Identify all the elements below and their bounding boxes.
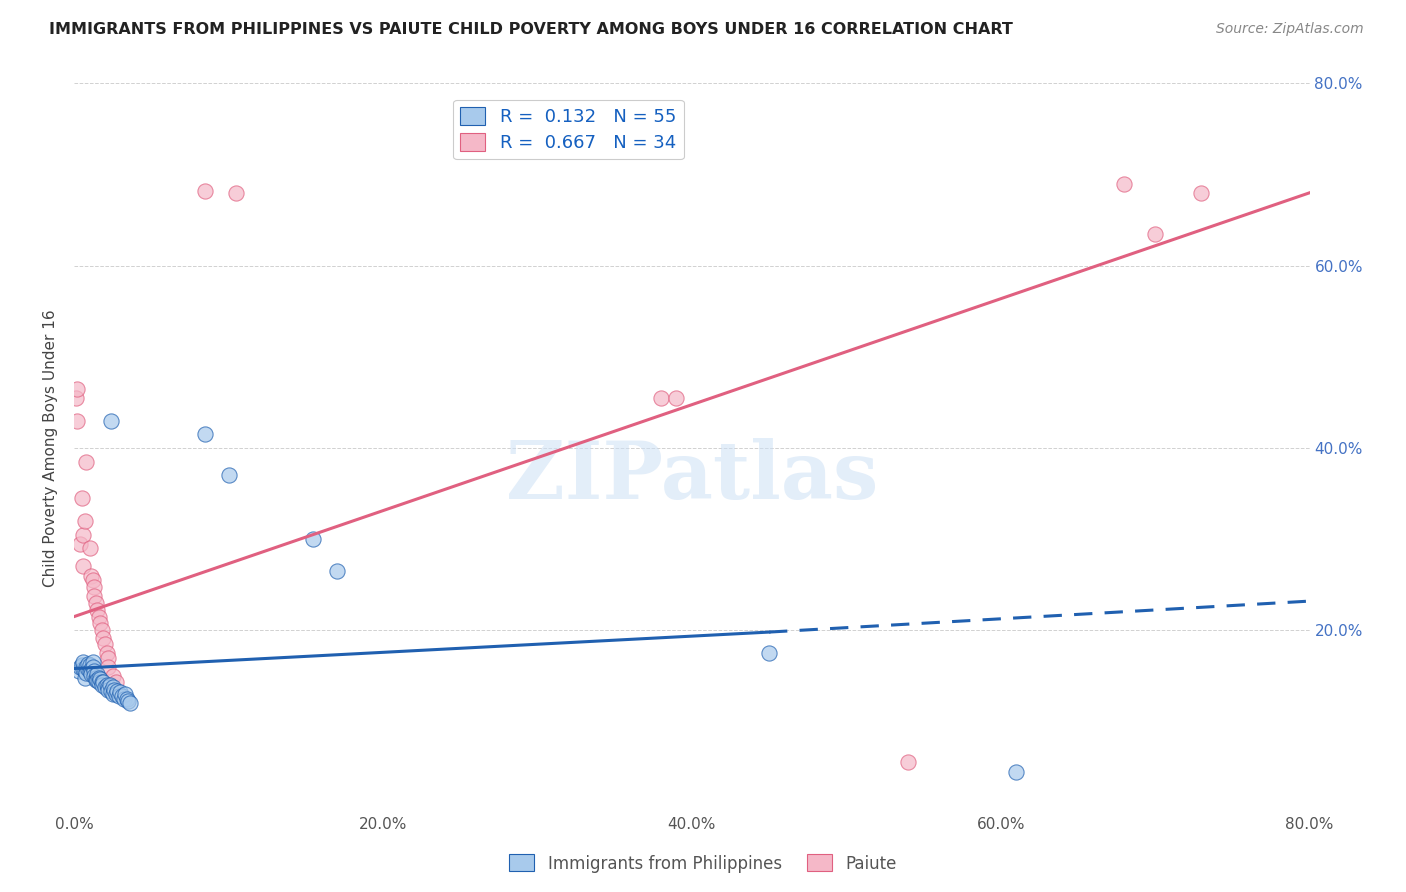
Point <box>97 650 120 665</box>
Point <box>80 661 103 675</box>
Point <box>1114 177 1136 191</box>
Point <box>104 687 127 701</box>
Point <box>83 580 105 594</box>
Point <box>758 646 780 660</box>
Point <box>100 414 122 428</box>
Point <box>83 669 105 683</box>
Point <box>90 675 112 690</box>
Point <box>665 391 688 405</box>
Point <box>897 756 920 770</box>
Point <box>77 661 100 675</box>
Point <box>83 589 105 603</box>
Point <box>115 691 138 706</box>
Point <box>80 667 103 681</box>
Point <box>93 631 115 645</box>
Point <box>82 659 104 673</box>
Point <box>108 689 131 703</box>
Point <box>66 382 89 396</box>
Point <box>650 391 672 405</box>
Point <box>86 673 108 688</box>
Point <box>96 678 118 692</box>
Point <box>70 491 93 505</box>
Point <box>96 646 118 660</box>
Point <box>73 514 96 528</box>
Point <box>86 667 108 681</box>
Point <box>69 537 91 551</box>
Point <box>100 684 122 698</box>
Point <box>225 186 247 200</box>
Point <box>75 455 97 469</box>
Point <box>82 573 104 587</box>
Point <box>87 675 110 690</box>
Point <box>73 671 96 685</box>
Point <box>218 468 240 483</box>
Point <box>84 671 107 685</box>
Point <box>83 665 105 679</box>
Point <box>84 596 107 610</box>
Point <box>75 659 97 673</box>
Point <box>101 680 124 694</box>
Point <box>93 675 115 690</box>
Point <box>1189 186 1212 200</box>
Point <box>98 678 121 692</box>
Point <box>112 691 135 706</box>
Point <box>80 568 103 582</box>
Legend: Immigrants from Philippines, Paiute: Immigrants from Philippines, Paiute <box>503 847 903 880</box>
Point <box>117 694 139 708</box>
Point <box>94 637 117 651</box>
Legend: R =  0.132   N = 55, R =  0.667   N = 34: R = 0.132 N = 55, R = 0.667 N = 34 <box>453 100 683 159</box>
Point <box>101 669 124 683</box>
Point <box>72 527 94 541</box>
Point <box>110 685 132 699</box>
Point <box>114 687 136 701</box>
Point <box>87 609 110 624</box>
Point <box>103 682 125 697</box>
Point <box>79 657 101 672</box>
Point <box>89 672 111 686</box>
Point <box>194 427 217 442</box>
Y-axis label: Child Poverty Among Boys Under 16: Child Poverty Among Boys Under 16 <box>44 310 58 587</box>
Point <box>90 678 112 692</box>
Point <box>1005 764 1028 779</box>
Point <box>194 184 217 198</box>
Point <box>97 659 120 673</box>
Point <box>72 661 94 675</box>
Point <box>72 559 94 574</box>
Point <box>89 615 111 630</box>
Point <box>97 682 120 697</box>
Point <box>73 665 96 679</box>
Text: IMMIGRANTS FROM PHILIPPINES VS PAIUTE CHILD POVERTY AMONG BOYS UNDER 16 CORRELAT: IMMIGRANTS FROM PHILIPPINES VS PAIUTE CH… <box>49 22 1014 37</box>
Point <box>79 541 101 556</box>
Point <box>77 657 100 671</box>
Point <box>86 603 108 617</box>
Point <box>75 666 97 681</box>
Point <box>84 673 107 688</box>
Point <box>70 657 93 672</box>
Text: ZIPatlas: ZIPatlas <box>506 438 877 516</box>
Point <box>67 665 90 679</box>
Point <box>97 680 120 694</box>
Point <box>101 687 124 701</box>
Point <box>65 391 87 405</box>
Point <box>82 655 104 669</box>
Point <box>105 684 128 698</box>
Point <box>87 671 110 685</box>
Point <box>90 624 112 638</box>
Point <box>66 414 89 428</box>
Point <box>104 675 127 690</box>
Point <box>94 680 117 694</box>
Point <box>111 689 134 703</box>
Point <box>69 659 91 673</box>
Point <box>79 665 101 679</box>
Point <box>72 655 94 669</box>
Point <box>325 564 347 578</box>
Point <box>118 696 141 710</box>
Point <box>1144 227 1167 241</box>
Point <box>302 532 325 546</box>
Text: Source: ZipAtlas.com: Source: ZipAtlas.com <box>1216 22 1364 37</box>
